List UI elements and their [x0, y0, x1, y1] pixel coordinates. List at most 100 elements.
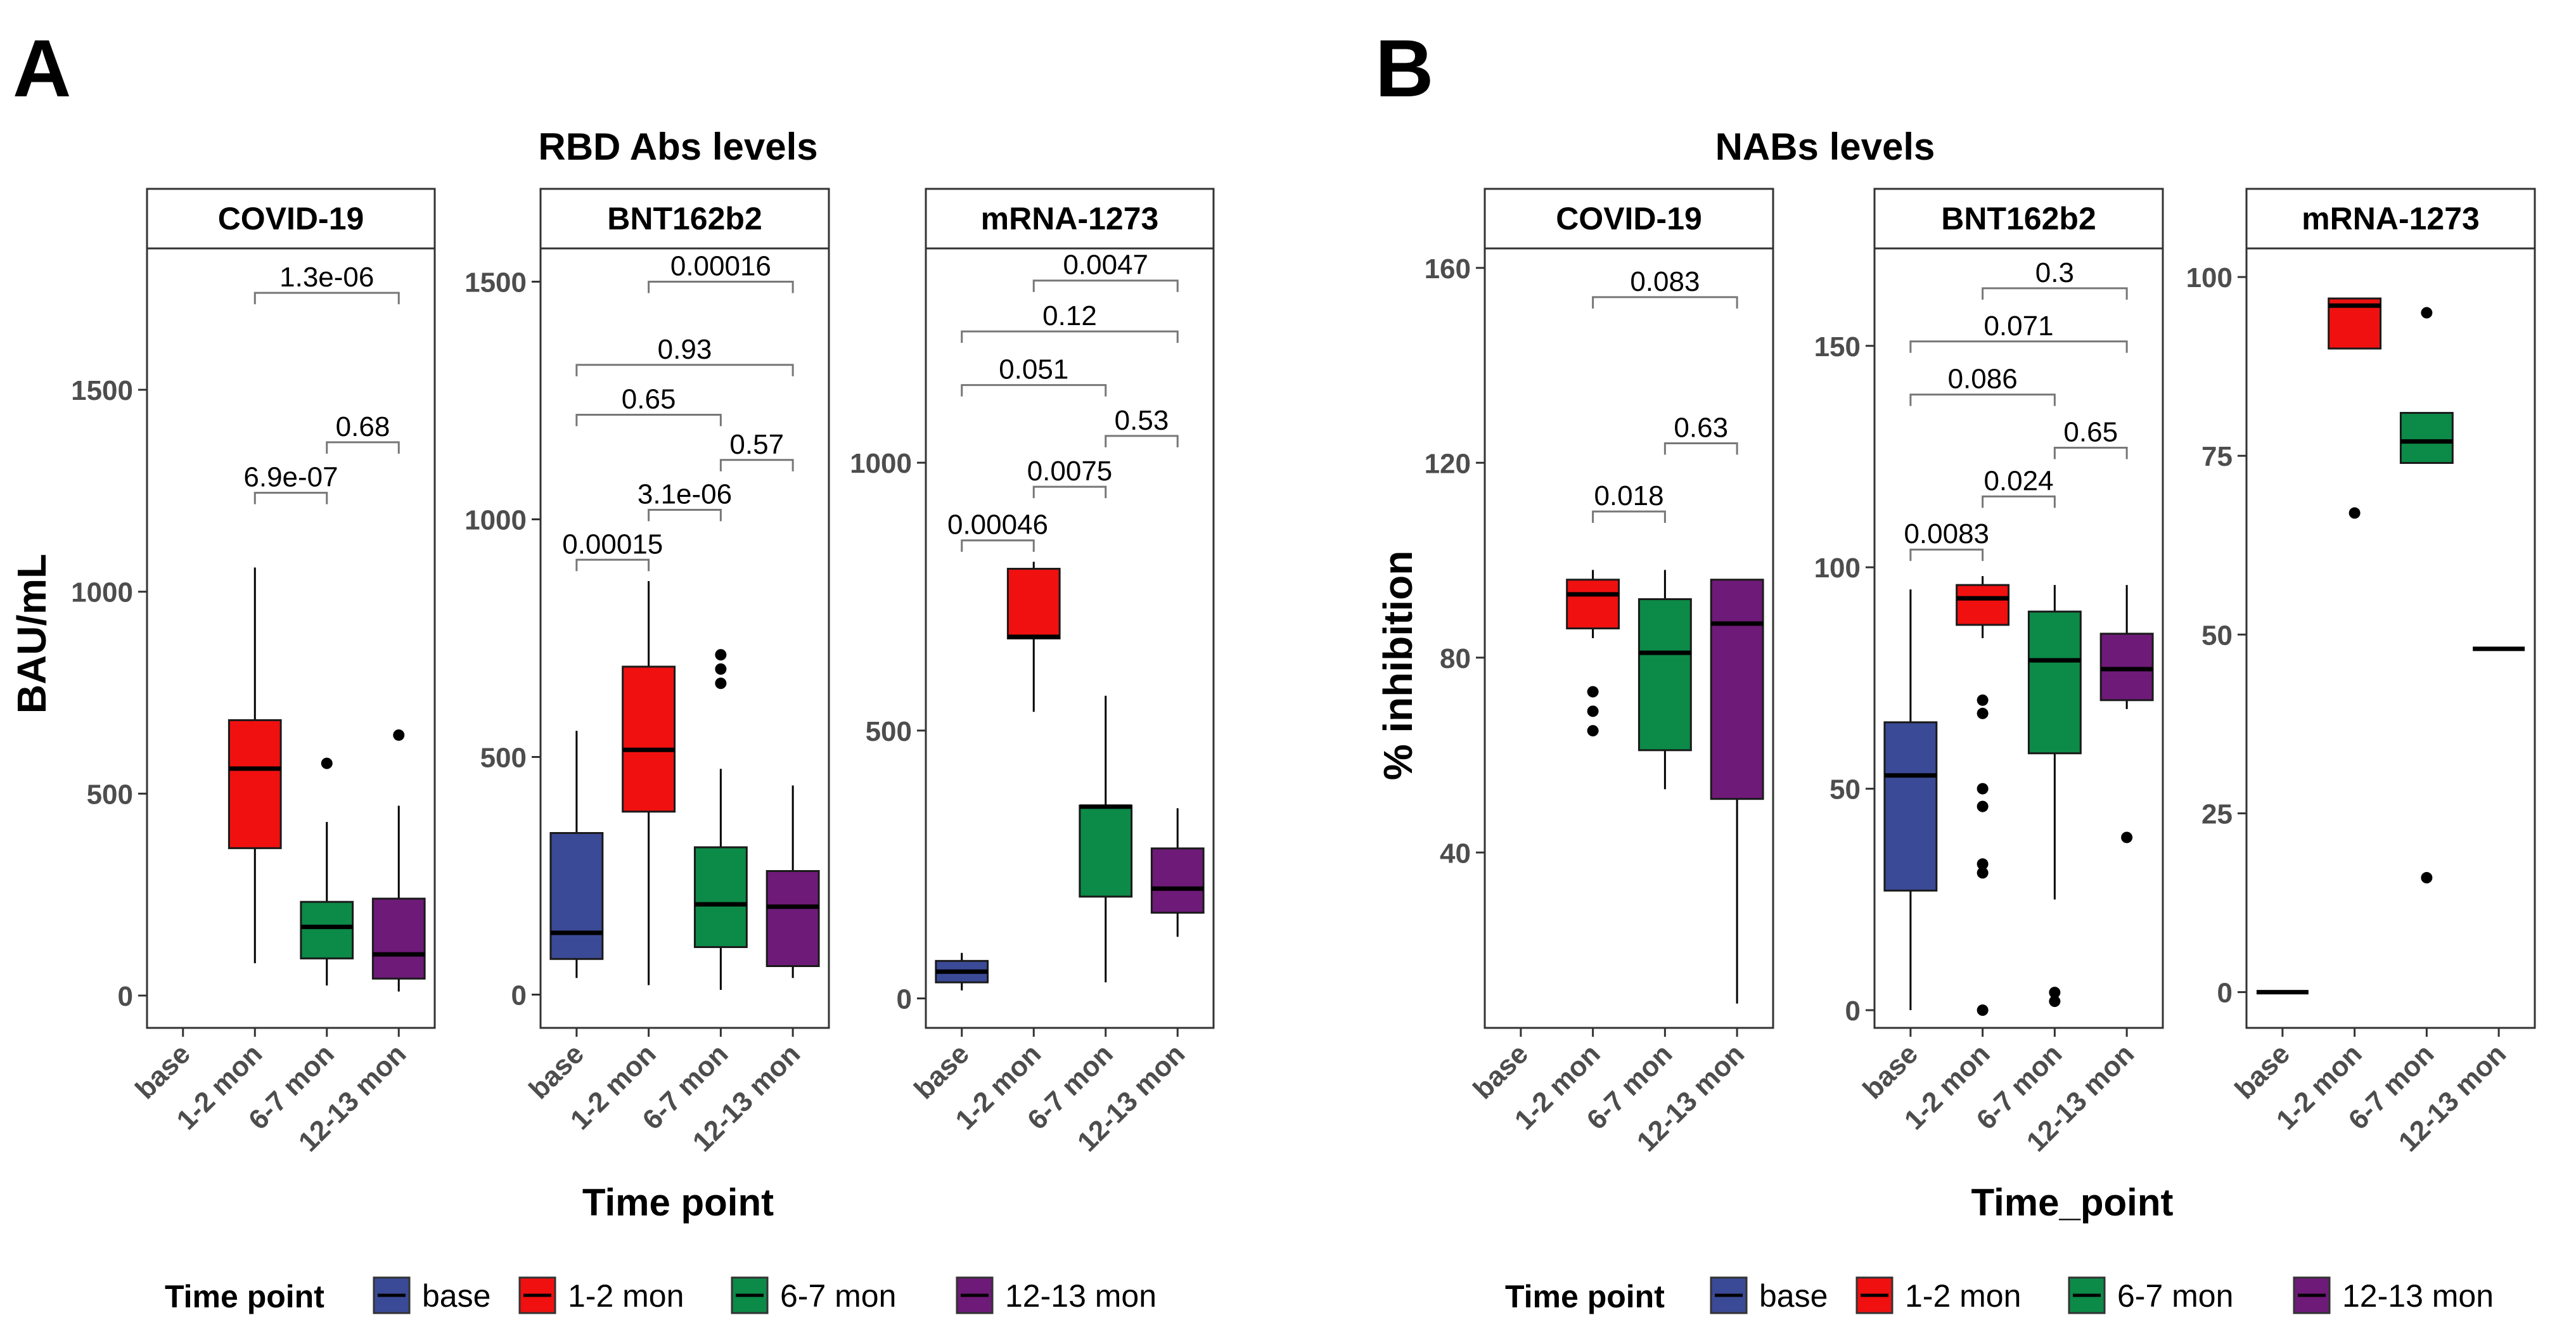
comparison-bracket: 0.071	[1909, 311, 2128, 353]
p-value-label: 0.083	[1630, 266, 1700, 297]
legend-label: 1-2 mon	[1905, 1278, 2021, 1314]
outlier-point	[2049, 987, 2061, 999]
legend-item: base	[1710, 1276, 1828, 1314]
x-tick-label: base	[908, 1038, 975, 1105]
box-iqr	[1956, 584, 2010, 626]
y-tick-label: 1500	[71, 375, 133, 406]
legend-label: base	[422, 1278, 490, 1314]
facet-strip-label: BNT162b2	[607, 201, 762, 236]
y-tick-label: 0	[897, 984, 912, 1015]
y-tick-label: 25	[2201, 798, 2233, 830]
outlier-point	[2421, 872, 2433, 884]
y-tick-label: 100	[1814, 553, 1861, 584]
bracket-line	[648, 281, 794, 293]
bracket-line	[575, 364, 794, 376]
bracket-line	[1032, 485, 1107, 499]
facet-panel-border	[146, 247, 436, 1029]
outlier-point	[2121, 831, 2133, 843]
box-iqr	[371, 897, 426, 980]
box-iqr	[1883, 721, 1938, 892]
facet-strip	[1873, 188, 2164, 250]
y-tick-label: 0	[511, 980, 527, 1011]
legend-a-title: Time point	[165, 1279, 324, 1314]
box-iqr	[2027, 610, 2082, 755]
p-value-label: 0.12	[1042, 300, 1097, 331]
comparison-bracket: 0.0047	[1032, 250, 1179, 292]
bracket-line	[648, 509, 722, 522]
outlier-point	[2421, 307, 2433, 319]
bracket-line	[2053, 446, 2128, 459]
outlier-point	[321, 757, 333, 769]
legend-item: 6-7 mon	[731, 1276, 896, 1314]
bracket-line	[1982, 287, 2128, 300]
comparison-bracket: 0.93	[575, 334, 794, 376]
y-tick-label: 500	[866, 716, 912, 747]
comparison-bracket: 0.00015	[562, 529, 663, 572]
box-base	[549, 731, 604, 978]
bracket-line	[1032, 279, 1179, 292]
box-1-2-mon	[227, 567, 282, 964]
box-base	[935, 952, 989, 990]
comparison-bracket: 0.57	[719, 429, 794, 471]
p-value-label: 0.57	[729, 429, 784, 460]
outlier-point	[1977, 800, 1989, 812]
box-base	[1883, 589, 1938, 1011]
comparison-bracket: 0.53	[1105, 405, 1179, 447]
box-6-7-mon	[1079, 695, 1133, 983]
x-tick-label: base	[523, 1038, 590, 1105]
y-tick-label: 0	[118, 981, 133, 1012]
box-iqr	[1566, 579, 1620, 630]
p-value-label: 0.0075	[1027, 456, 1113, 487]
box-iqr	[1150, 847, 1205, 914]
box-12-13-mon	[1150, 808, 1205, 937]
box-12-13-mon	[371, 729, 426, 992]
legend-b-title: Time point	[1505, 1279, 1665, 1314]
comparison-bracket: 0.00046	[947, 510, 1048, 552]
bracket-line	[575, 558, 650, 572]
outlier-point	[393, 729, 405, 741]
figure-b-title: NABs levels	[1715, 125, 1935, 168]
bracket-line	[253, 492, 328, 504]
bracket-line	[961, 330, 1179, 343]
box-12-13-mon	[2099, 585, 2154, 843]
comparison-bracket: 0.051	[961, 354, 1107, 397]
bracket-line	[1105, 435, 1179, 447]
legend-a: Time point base 1-2 mon 6-7 mon 12-13 mon	[165, 1276, 1157, 1314]
legend-label: 1-2 mon	[568, 1278, 684, 1314]
y-tick-label: 75	[2201, 441, 2233, 472]
legend-item: 6-7 mon	[2068, 1276, 2233, 1314]
box-iqr	[1079, 804, 1133, 898]
comparison-bracket: 0.3	[1982, 257, 2128, 300]
p-value-label: 0.071	[1983, 311, 2053, 342]
bracket-line	[719, 459, 794, 471]
facet-panel-border	[1873, 247, 2164, 1029]
legend-item: 12-13 mon	[2293, 1276, 2494, 1314]
panel-letter-a: A	[13, 23, 71, 114]
box-iqr	[227, 719, 282, 849]
box-6-7-mon	[300, 757, 354, 986]
outlier-point	[1587, 705, 1599, 717]
y-tick-label: 0	[2217, 978, 2233, 1009]
legend-b: Time point base 1-2 mon 6-7 mon 12-13 mon	[1505, 1276, 2494, 1314]
box-iqr	[1006, 568, 1061, 639]
facet-strip	[925, 188, 1215, 250]
box-iqr	[549, 832, 604, 960]
box-iqr	[766, 870, 820, 967]
box-6-7-mon	[2399, 307, 2454, 884]
p-value-label: 0.00016	[670, 251, 771, 282]
p-value-label: 0.018	[1594, 480, 1663, 511]
facet-strip-label: COVID-19	[1556, 201, 1702, 236]
comparison-bracket: 0.65	[575, 384, 722, 426]
box-12-13-mon	[766, 785, 820, 978]
x-tick-label: base	[2229, 1038, 2296, 1105]
box-6-7-mon	[693, 649, 748, 990]
y-tick-label: 1500	[465, 267, 527, 298]
x-tick-label: base	[1857, 1038, 1924, 1105]
legend-item: 1-2 mon	[518, 1276, 684, 1314]
legend-label: 6-7 mon	[780, 1278, 896, 1314]
